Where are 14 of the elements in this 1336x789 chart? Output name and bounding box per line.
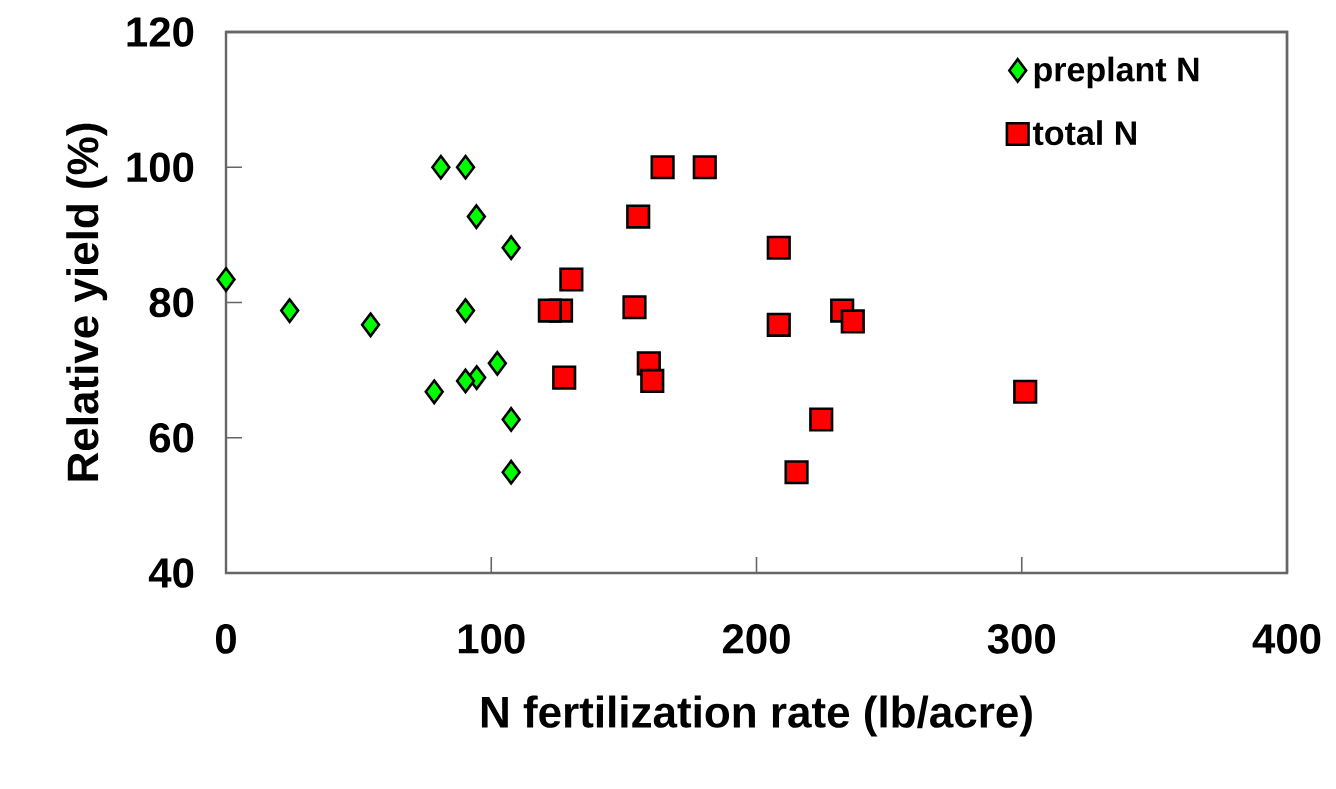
x-tick-label: 300 <box>987 624 1056 654</box>
legend-label: total N <box>1032 120 1136 146</box>
y-tick-label: 120 <box>127 17 194 47</box>
x-tick-label: 0 <box>215 624 236 654</box>
y-tick-label: 80 <box>149 287 194 318</box>
y-tick-label: 60 <box>149 422 194 453</box>
x-tick-label: 400 <box>1252 624 1321 654</box>
y-tick-label: 40 <box>148 558 194 588</box>
y-axis-title: Relative yield (%) <box>66 123 108 481</box>
x-tick-label: 200 <box>722 624 790 654</box>
x-axis-title: N fertilization rate (lb/acre) <box>481 695 1032 737</box>
y-tick-label: 100 <box>127 152 194 183</box>
legend-label: preplant N <box>1034 56 1199 89</box>
x-tick-label: 100 <box>458 624 525 654</box>
